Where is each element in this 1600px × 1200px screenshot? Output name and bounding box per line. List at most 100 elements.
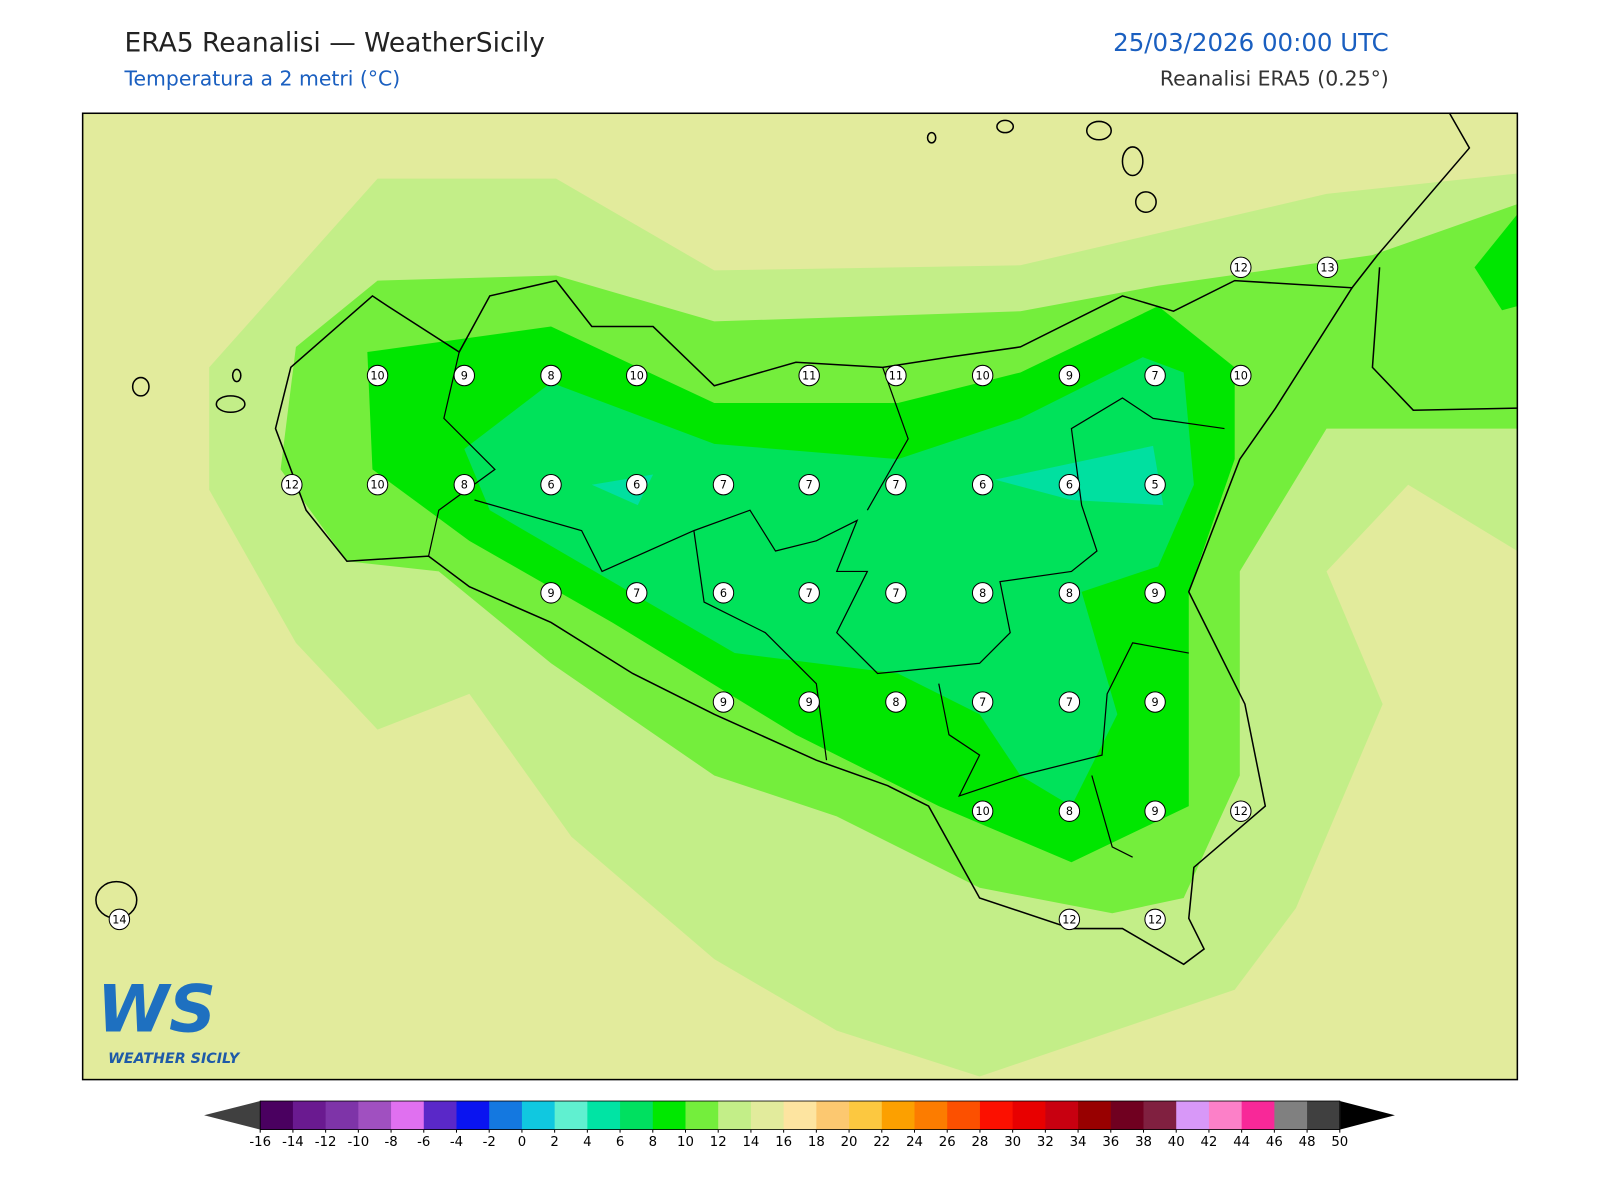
band-6 [994,445,1164,506]
station-value: 8 [1066,587,1073,600]
province-border [1091,775,1133,858]
colorbar-swatch [816,1101,850,1130]
station-value: 7 [1066,696,1073,709]
colorbar-swatch [914,1101,948,1130]
colorbar-under [204,1101,261,1130]
colorbar-swatch [1045,1101,1079,1130]
coastline [1351,113,1471,289]
station-marker [971,582,994,604]
colorbar: -16 -14 -12 -10 -8 -6 -4 -2 0 2 4 6 8 10 12 14 16 18 20 22 2… [204,1100,1395,1150]
station-value: 7 [633,587,640,600]
colorbar-swatch [1110,1101,1145,1130]
colorbar-tick-label: 16 [775,1135,792,1150]
station-value: 7 [1152,370,1159,383]
station-marker [1144,473,1166,496]
station-value: 12 [285,479,299,492]
station-marker [798,364,820,387]
station-marker [108,908,131,931]
station-marker [1230,364,1252,387]
station-value: 6 [633,479,640,492]
colorbar-swatch [587,1101,621,1130]
islands [95,119,1157,920]
colorbar-tick-label: -14 [282,1135,304,1150]
coastline [274,279,1354,966]
station-marker [1316,256,1339,279]
station-marker [626,582,648,604]
colorbar-tick-label: 22 [873,1135,890,1150]
colorbar-swatch [1078,1101,1112,1130]
station-marker [1058,473,1081,496]
colorbar-swatch [1208,1101,1243,1130]
station-value: 7 [806,479,813,492]
colorbar-tick-label: 50 [1331,1135,1348,1150]
station-marker [1058,800,1081,822]
station-value: 6 [1066,479,1073,492]
station-value: 10 [370,370,384,383]
colorbar-tick-label: 24 [906,1135,923,1150]
logo-mark: WS [97,971,216,1047]
colorbar-tick-label: -12 [315,1135,337,1150]
colorbar-tick-label: 8 [649,1135,657,1150]
colorbar-swatch [979,1101,1014,1130]
station-marker [540,473,562,496]
station-value: 7 [806,587,813,600]
station-marker [971,800,994,822]
colorbar-swatch [652,1101,687,1130]
station-value: 11 [889,370,903,383]
station-marker [798,473,820,496]
station-marker [453,473,475,496]
coastline [1371,267,1518,411]
station-marker [1144,364,1166,387]
colorbar-swatch [325,1101,359,1130]
colorbar-tick-label: 44 [1233,1135,1250,1150]
colorbar-swatch [881,1101,916,1130]
colorbar-tick-label: -6 [417,1135,430,1150]
station-value: 14 [112,913,126,926]
map: 12 13 10 9 8 10 11 11 10 9 7 10 12 10 8 6 6 7 7 7 6 6 5 9 7 6 7 7 8 8… [82,113,1518,1080]
station-value: 10 [976,370,990,383]
station-value: 9 [1152,805,1159,818]
colorbar-swatch [554,1101,588,1130]
station-value: 9 [1066,370,1073,383]
province-border [693,530,828,761]
colorbar-tick-label: 46 [1266,1135,1283,1150]
station-value: 7 [892,587,899,600]
station-value: 9 [547,587,554,600]
station-marker [798,582,820,604]
colorbar-swatch [1176,1101,1210,1130]
colorbar-swatch [685,1101,719,1130]
colorbar-swatch [718,1101,752,1130]
colorbar-tick-label: 42 [1200,1135,1217,1150]
band-8 [464,357,1194,807]
station-marker [885,691,907,713]
colorbar-over [1339,1101,1395,1130]
colorbar-swatch [423,1101,458,1130]
station-marker [540,364,562,387]
stations: 12 13 10 9 8 10 11 11 10 9 7 10 12 10 8 6 6 7 7 7 6 6 5 9 7 6 7 7 8 8… [108,256,1339,931]
colorbar-swatch [358,1101,392,1130]
station-value: 10 [630,370,644,383]
colorbar-tick-label: 48 [1299,1135,1316,1150]
colorbar-tick-label: 36 [1102,1135,1119,1150]
colorbar-outline [259,1100,1341,1130]
colorbar-tick-label: 30 [1004,1135,1021,1150]
colorbar-swatch [260,1101,294,1130]
station-value: 9 [806,696,813,709]
logo: WS WEATHER SICILY [97,971,241,1067]
station-value: 8 [979,587,986,600]
colorbar-tick-label: 6 [616,1135,624,1150]
colorbar-tick-label: 0 [518,1135,526,1150]
station-marker [1058,364,1081,387]
station-marker [712,691,735,713]
station-marker [1058,691,1081,713]
station-value: 8 [1066,805,1073,818]
station-marker [885,582,907,604]
colorbar-swatch [292,1101,327,1130]
colorbar-swatch [1307,1101,1341,1130]
colorbar-swatch [849,1101,883,1130]
colorbar-tick-label: 4 [583,1135,591,1150]
station-marker [281,473,303,496]
station-marker [971,473,994,496]
station-marker [1058,582,1081,604]
